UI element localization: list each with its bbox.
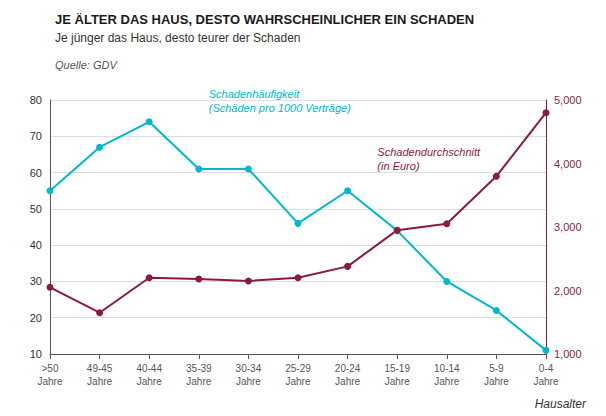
- svg-text:Jahre: Jahre: [385, 376, 410, 387]
- svg-text:40: 40: [30, 239, 42, 251]
- svg-text:80: 80: [30, 94, 42, 106]
- svg-text:70: 70: [30, 130, 42, 142]
- svg-text:Jahre: Jahre: [137, 376, 162, 387]
- svg-text:5-9: 5-9: [489, 363, 504, 374]
- svg-text:30-34: 30-34: [236, 363, 262, 374]
- svg-text:(Schäden pro 1000 Verträge): (Schäden pro 1000 Verträge): [209, 102, 351, 114]
- svg-text:20: 20: [30, 312, 42, 324]
- svg-text:Jahre: Jahre: [335, 376, 360, 387]
- svg-text:60: 60: [30, 167, 42, 179]
- svg-text:20-24: 20-24: [335, 363, 361, 374]
- svg-text:(in Euro): (in Euro): [377, 160, 420, 172]
- svg-text:Jahre: Jahre: [236, 376, 261, 387]
- svg-text:Jahre: Jahre: [37, 376, 62, 387]
- svg-text:0-4: 0-4: [539, 363, 554, 374]
- svg-text:Hausalter: Hausalter: [535, 397, 587, 411]
- svg-text:Jahre: Jahre: [533, 376, 558, 387]
- svg-text:40-44: 40-44: [136, 363, 162, 374]
- svg-text:2,000: 2,000: [554, 285, 582, 297]
- svg-text:1,000: 1,000: [554, 348, 582, 360]
- svg-text:Schadenhäufigkeit: Schadenhäufigkeit: [209, 88, 300, 100]
- svg-text:Jahre: Jahre: [484, 376, 509, 387]
- svg-text:30: 30: [30, 275, 42, 287]
- svg-text:5,000: 5,000: [554, 94, 582, 106]
- svg-text:49-45: 49-45: [87, 363, 113, 374]
- svg-text:3,000: 3,000: [554, 221, 582, 233]
- svg-text:Jahre: Jahre: [285, 376, 310, 387]
- svg-text:10-14: 10-14: [434, 363, 460, 374]
- svg-text:Jahre: Jahre: [186, 376, 211, 387]
- svg-text:35-39: 35-39: [186, 363, 212, 374]
- svg-text:>50: >50: [42, 363, 59, 374]
- svg-text:4,000: 4,000: [554, 158, 582, 170]
- svg-text:10: 10: [30, 348, 42, 360]
- svg-text:Quelle: GDV: Quelle: GDV: [55, 59, 118, 71]
- svg-text:50: 50: [30, 203, 42, 215]
- svg-text:Je jünger das Haus, desto teur: Je jünger das Haus, desto teurer der Sch…: [55, 31, 300, 45]
- svg-text:JE ÄLTER DAS HAUS, DESTO WAHRS: JE ÄLTER DAS HAUS, DESTO WAHRSCHEINLICHE…: [55, 12, 474, 27]
- svg-text:Jahre: Jahre: [434, 376, 459, 387]
- svg-text:15-19: 15-19: [384, 363, 410, 374]
- svg-text:Schadendurchschnitt: Schadendurchschnitt: [377, 146, 481, 158]
- svg-text:Jahre: Jahre: [87, 376, 112, 387]
- svg-text:25-29: 25-29: [285, 363, 311, 374]
